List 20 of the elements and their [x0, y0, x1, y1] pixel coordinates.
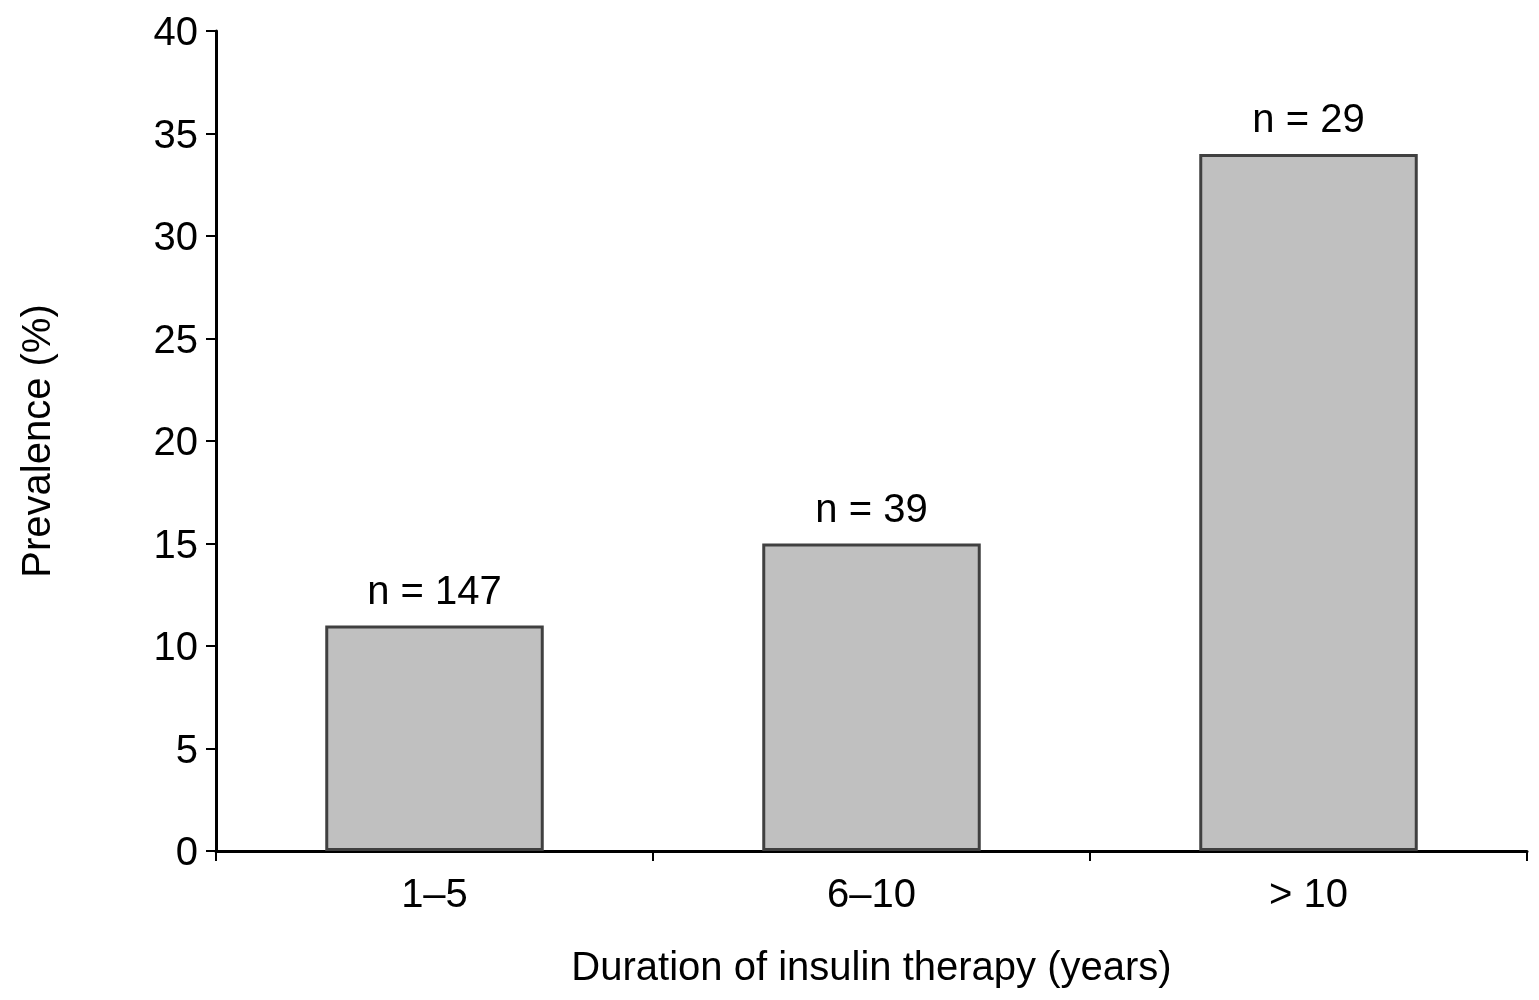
x-tick-label: > 10: [1269, 871, 1348, 915]
bar: [762, 543, 981, 851]
x-tick-label: 1–5: [401, 871, 468, 915]
annotation: n = 147: [367, 567, 502, 612]
y-tick-label: 15: [153, 521, 198, 566]
bar: [325, 625, 544, 851]
x-axis-title: Duration of insulin therapy (years): [571, 944, 1172, 988]
y-tick-label: 35: [153, 111, 198, 156]
y-tick-label: 5: [175, 726, 198, 771]
bar: [1199, 154, 1418, 851]
y-tick-label: 40: [153, 9, 198, 53]
y-tick-label: 30: [153, 214, 198, 258]
annotation: n = 39: [815, 485, 928, 530]
x-tick-label: 6–10: [827, 871, 916, 915]
y-tick-label: 20: [153, 419, 198, 463]
y-tick-label: 25: [153, 316, 198, 361]
annotation: n = 29: [1252, 96, 1365, 140]
y-tick-label: 10: [153, 624, 198, 668]
y-axis-title: Prevalence (%): [14, 304, 58, 578]
y-tick-label: 0: [175, 829, 198, 873]
